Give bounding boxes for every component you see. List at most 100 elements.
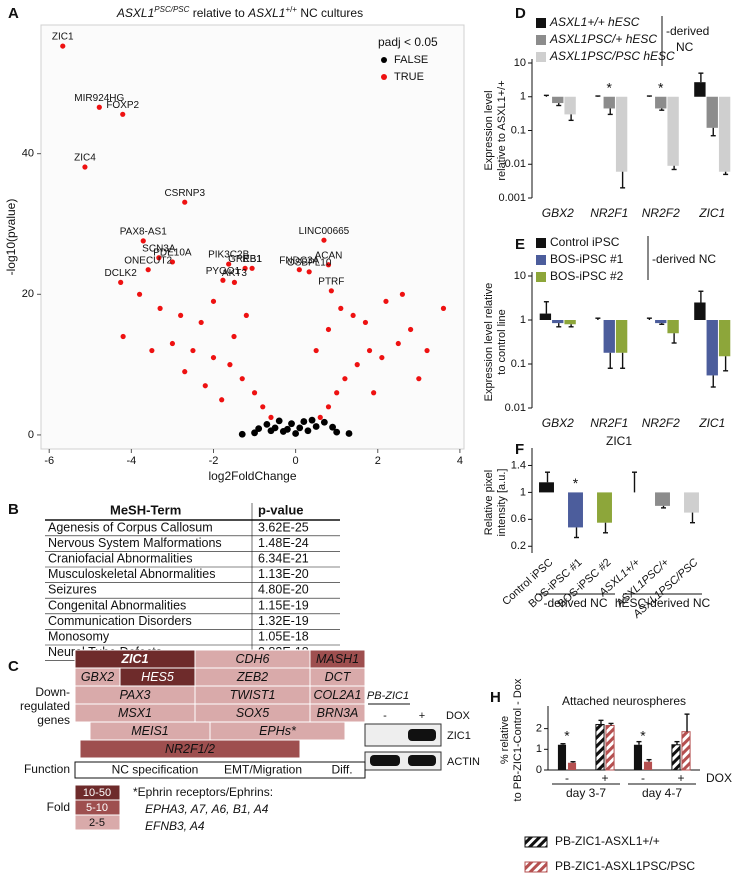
- table-header: MeSH-Term: [110, 502, 181, 517]
- gene-label: COL2A1: [314, 688, 362, 702]
- point: [328, 288, 334, 294]
- y-tick-label: 0: [536, 764, 542, 776]
- bar: [597, 492, 612, 523]
- x-tick-label: 4: [457, 455, 463, 467]
- blot-band: [370, 755, 400, 766]
- bar: [568, 492, 583, 528]
- point: [210, 354, 217, 361]
- legend-title: padj < 0.05: [378, 35, 438, 49]
- point: [120, 333, 126, 340]
- point: [96, 104, 102, 110]
- point: [424, 347, 430, 354]
- blot-treatment: DOX: [446, 710, 471, 722]
- point-label: LINC00665: [299, 226, 350, 237]
- point: [120, 111, 126, 117]
- gene-label: SOX5: [236, 706, 269, 720]
- legend-entry: PB-ZIC1-ASXL1PSC/PSC: [555, 859, 695, 873]
- point: [210, 298, 217, 304]
- bar: [564, 320, 576, 325]
- y-tick-label: 1: [520, 486, 526, 498]
- legend-entry: BOS-iPSC #1: [550, 252, 624, 266]
- title-part: ASXL1: [247, 6, 285, 20]
- legend-swatch: [381, 57, 387, 63]
- blot-band: [408, 755, 436, 766]
- point-label: FNDC3A: [279, 255, 319, 266]
- function-box: [74, 761, 366, 779]
- group-note: -derived NC: [652, 252, 716, 266]
- point: [408, 326, 414, 333]
- legend-entry: BOS-iPSC #2: [550, 269, 624, 283]
- point: [182, 369, 188, 375]
- point: [60, 43, 66, 49]
- point: [321, 237, 327, 243]
- point: [169, 340, 176, 347]
- bar: [603, 320, 615, 353]
- bar: [718, 320, 731, 357]
- point: [345, 430, 353, 437]
- table-cell: 4.80E-20: [258, 583, 309, 597]
- point-label: SCN3A: [142, 243, 176, 254]
- y-tick-label: 1: [520, 91, 526, 103]
- point: [82, 164, 88, 170]
- legend-entry: FALSE: [394, 54, 428, 66]
- x-tick-label: NR2F2: [642, 416, 680, 430]
- gene-label: ZIC1: [120, 652, 148, 666]
- point-label: DCLK2: [105, 268, 138, 279]
- point: [362, 319, 369, 326]
- point: [157, 305, 163, 311]
- point: [383, 298, 389, 304]
- legend-swatch: [536, 52, 546, 62]
- x-tick-label: NR2F2: [642, 206, 680, 220]
- legend-swatch: [536, 255, 546, 265]
- point: [333, 428, 341, 436]
- fold-swatch: [74, 814, 121, 831]
- bar: [552, 320, 564, 324]
- point: [202, 383, 208, 389]
- point: [296, 424, 304, 432]
- blot-band-label: ACTIN: [447, 756, 480, 768]
- table-cell: 1.48E-24: [258, 536, 309, 550]
- bar: [655, 96, 667, 109]
- group-label: -derived NC: [543, 596, 607, 610]
- title-part: relative to: [189, 6, 248, 20]
- point: [313, 347, 319, 354]
- title-part: NC cultures: [297, 6, 363, 20]
- point: [300, 418, 308, 425]
- legend-entry: PB-ZIC1-ASXL1+/+: [555, 834, 660, 848]
- table-cell: 3.62E-25: [258, 520, 309, 534]
- blot-band: [408, 729, 436, 741]
- fold-label: Fold: [47, 800, 70, 814]
- point: [275, 417, 283, 425]
- bar: [694, 82, 706, 97]
- row-label: Down-: [35, 685, 70, 699]
- y-tick-label: 0.6: [511, 513, 526, 525]
- title-part: PSC/PSC: [154, 5, 189, 14]
- bar: [655, 492, 670, 506]
- bar: [671, 744, 681, 771]
- point-label: ONECUT2: [124, 255, 172, 266]
- blot-construct: PB-ZIC1: [367, 690, 409, 702]
- x-tick-label: 0: [293, 455, 299, 467]
- x-tick-label: +: [601, 771, 608, 785]
- point: [267, 427, 275, 435]
- y-tick-label: 10: [514, 270, 526, 282]
- group-note: -derived: [666, 24, 709, 38]
- point: [136, 291, 143, 297]
- x-tick-label: +: [677, 771, 684, 785]
- gene-label: TWIST1: [230, 688, 276, 702]
- y-tick-label: 20: [22, 288, 34, 300]
- fold-range: 2-5: [89, 817, 105, 829]
- chart-title: ZIC1: [606, 434, 632, 448]
- x-axis-label: log2FoldChange: [208, 469, 296, 483]
- x-axis-label: DOX: [706, 771, 732, 785]
- point: [263, 420, 271, 428]
- table-cell: 1.05E-18: [258, 629, 309, 643]
- panel-label: D: [515, 5, 526, 22]
- point: [190, 347, 196, 354]
- bar: [603, 96, 615, 109]
- point-label: FOXP2: [106, 100, 139, 111]
- point: [325, 404, 332, 410]
- point-label: PYGO1: [206, 266, 241, 277]
- gene-label: EPHs*: [259, 724, 297, 738]
- table-cell: 1.13E-20: [258, 567, 309, 581]
